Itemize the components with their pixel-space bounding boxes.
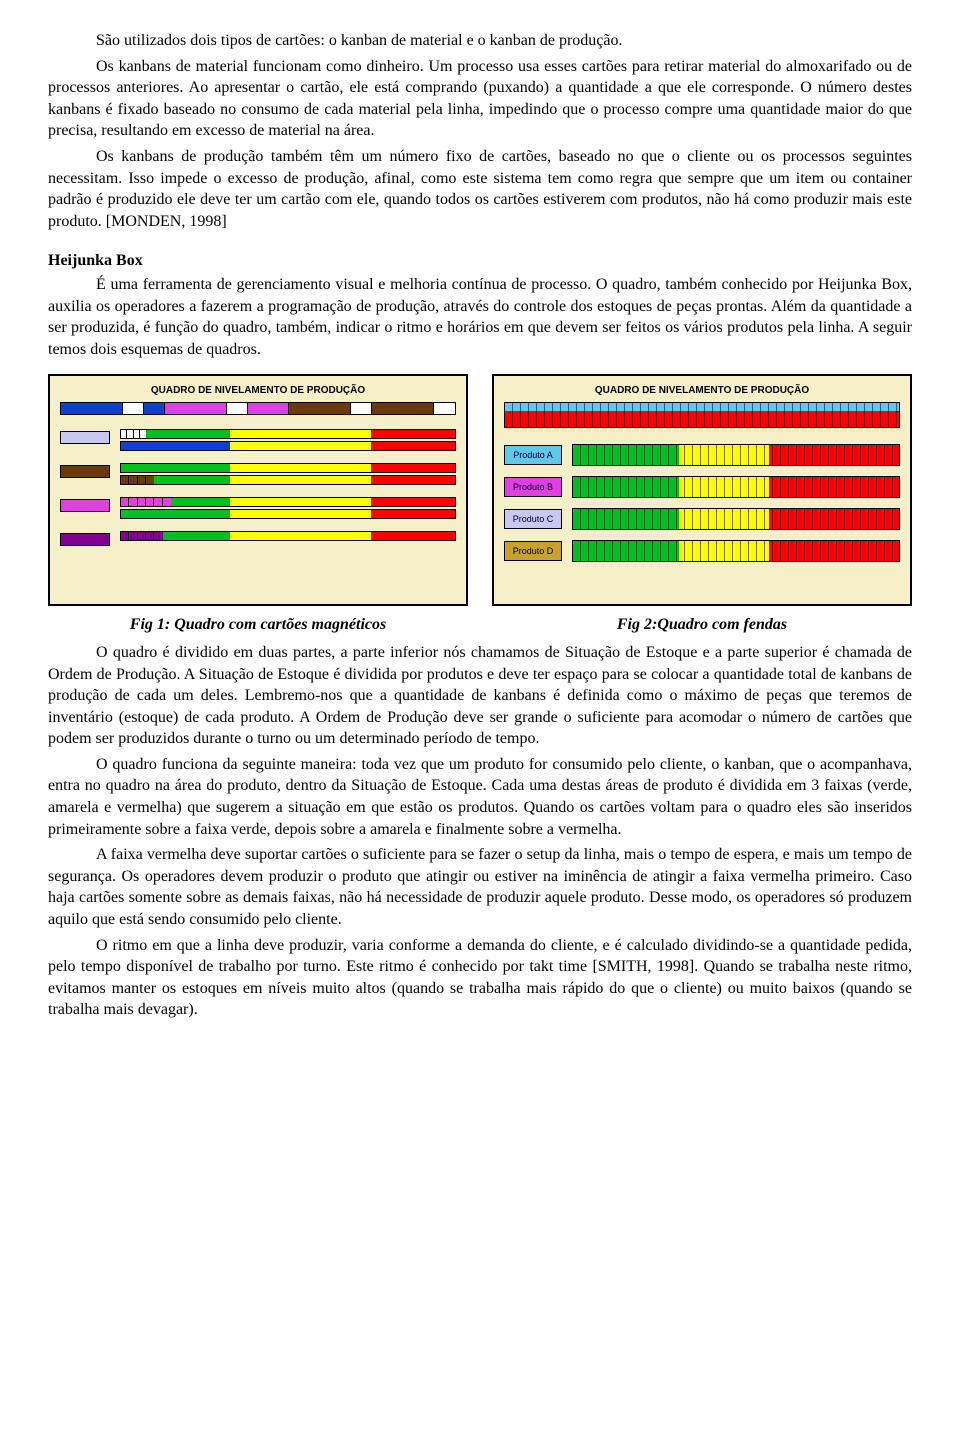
fig1-product-label [60,465,110,478]
fig1-zone [230,532,372,540]
para-3: Os kanbans de produção também têm um núm… [48,146,912,232]
fig2-board: QUADRO DE NIVELAMENTO DE PRODUÇÃO Produt… [492,374,912,606]
fig1-top-segment [289,403,351,414]
fig2-title: QUADRO DE NIVELAMENTO DE PRODUÇÃO [504,384,900,398]
fig2-product-label: Produto C [504,509,562,529]
fig2-zone [679,477,769,497]
fig2-zone [573,445,679,465]
fig2-slot-bar [572,540,900,562]
fig1-zone [230,476,372,484]
fig1-zone [171,498,229,506]
fig2-top-bar [504,402,900,428]
fig2-slot-bar [572,476,900,498]
fig1-top-segment [227,403,248,414]
para-7: A faixa vermelha deve suportar cartões o… [48,844,912,930]
fig1-zone [121,510,230,518]
fig1-zone [121,464,230,472]
fig2-product-row: Produto D [504,540,900,562]
fig1-stripe [120,475,456,485]
fig2-zone [769,445,899,465]
fig1-zone [230,510,372,518]
fig1-stripe [120,441,456,451]
fig1-stripe [120,509,456,519]
fig1-product-row [60,531,456,546]
fig1-stripe [120,531,456,541]
para-5: O quadro é dividido em duas partes, a pa… [48,642,912,750]
fig1-zone [163,532,230,540]
para-2: Os kanbans de material funcionam como di… [48,56,912,142]
fig1-product-rows [60,429,456,546]
fig1-top-segment [372,403,434,414]
fig2-slot-bar [572,508,900,530]
fig1-zone [371,464,455,472]
para-8: O ritmo em que a linha deve produzir, va… [48,935,912,1021]
para-1: São utilizados dois tipos de cartões: o … [48,30,912,52]
figure-1: QUADRO DE NIVELAMENTO DE PRODUÇÃO Fig 1:… [48,374,468,636]
fig1-zone [230,430,372,438]
para-4: É uma ferramenta de gerenciamento visual… [48,274,912,360]
fig2-product-rows: Produto A Produto B Produto C Produto D [504,444,900,562]
fig1-zone [371,498,455,506]
fig2-zone [679,445,769,465]
fig2-slot-bar [572,444,900,466]
fig2-product-row: Produto A [504,444,900,466]
fig1-top-segment [351,403,372,414]
fig1-zone [371,510,455,518]
fig1-title: QUADRO DE NIVELAMENTO DE PRODUÇÃO [60,384,456,398]
fig1-zone [146,430,230,438]
fig2-product-row: Produto C [504,508,900,530]
para-6: O quadro funciona da seguinte maneira: t… [48,754,912,840]
fig1-zone [371,532,455,540]
fig1-top-segment [165,403,227,414]
fig2-zone [573,541,679,561]
fig1-top-segment [434,403,455,414]
fig1-zone [230,442,372,450]
fig2-caption: Fig 2:Quadro com fendas [492,614,912,636]
fig1-top-bar [60,402,456,415]
fig2-product-label: Produto A [504,445,562,465]
figure-2: QUADRO DE NIVELAMENTO DE PRODUÇÃO Produt… [492,374,912,636]
fig2-product-label: Produto B [504,477,562,497]
fig1-zone [121,532,163,540]
fig1-product-row [60,497,456,519]
fig1-stripe [120,497,456,507]
fig1-product-label [60,499,110,512]
fig1-zone [154,476,229,484]
fig1-caption: Fig 1: Quadro com cartões magnéticos [48,614,468,636]
fig1-product-label [60,533,110,546]
fig1-zone [121,476,154,484]
fig1-stripe [120,463,456,473]
fig1-zone [371,476,455,484]
fig2-zone [573,509,679,529]
fig2-product-label: Produto D [504,541,562,561]
fig1-zone [121,430,146,438]
fig1-product-label [60,431,110,444]
fig1-product-row [60,463,456,485]
fig2-zone [573,477,679,497]
fig1-zone [230,464,372,472]
fig1-stripe [120,429,456,439]
fig1-zone [121,498,171,506]
fig2-zone [769,541,899,561]
fig1-top-segment [123,403,144,414]
figure-row: QUADRO DE NIVELAMENTO DE PRODUÇÃO Fig 1:… [48,374,912,636]
heading-heijunka: Heijunka Box [48,250,912,272]
fig1-product-row [60,429,456,451]
fig1-top-segment [248,403,289,414]
fig2-product-row: Produto B [504,476,900,498]
fig1-top-segment [144,403,165,414]
fig1-top-segment [61,403,123,414]
fig1-zone [121,442,230,450]
fig2-zone [769,477,899,497]
fig2-zone [679,509,769,529]
fig1-zone [230,498,372,506]
fig2-zone [769,509,899,529]
fig1-board: QUADRO DE NIVELAMENTO DE PRODUÇÃO [48,374,468,606]
fig1-zone [371,442,455,450]
fig1-zone [371,430,455,438]
fig2-zone [679,541,769,561]
